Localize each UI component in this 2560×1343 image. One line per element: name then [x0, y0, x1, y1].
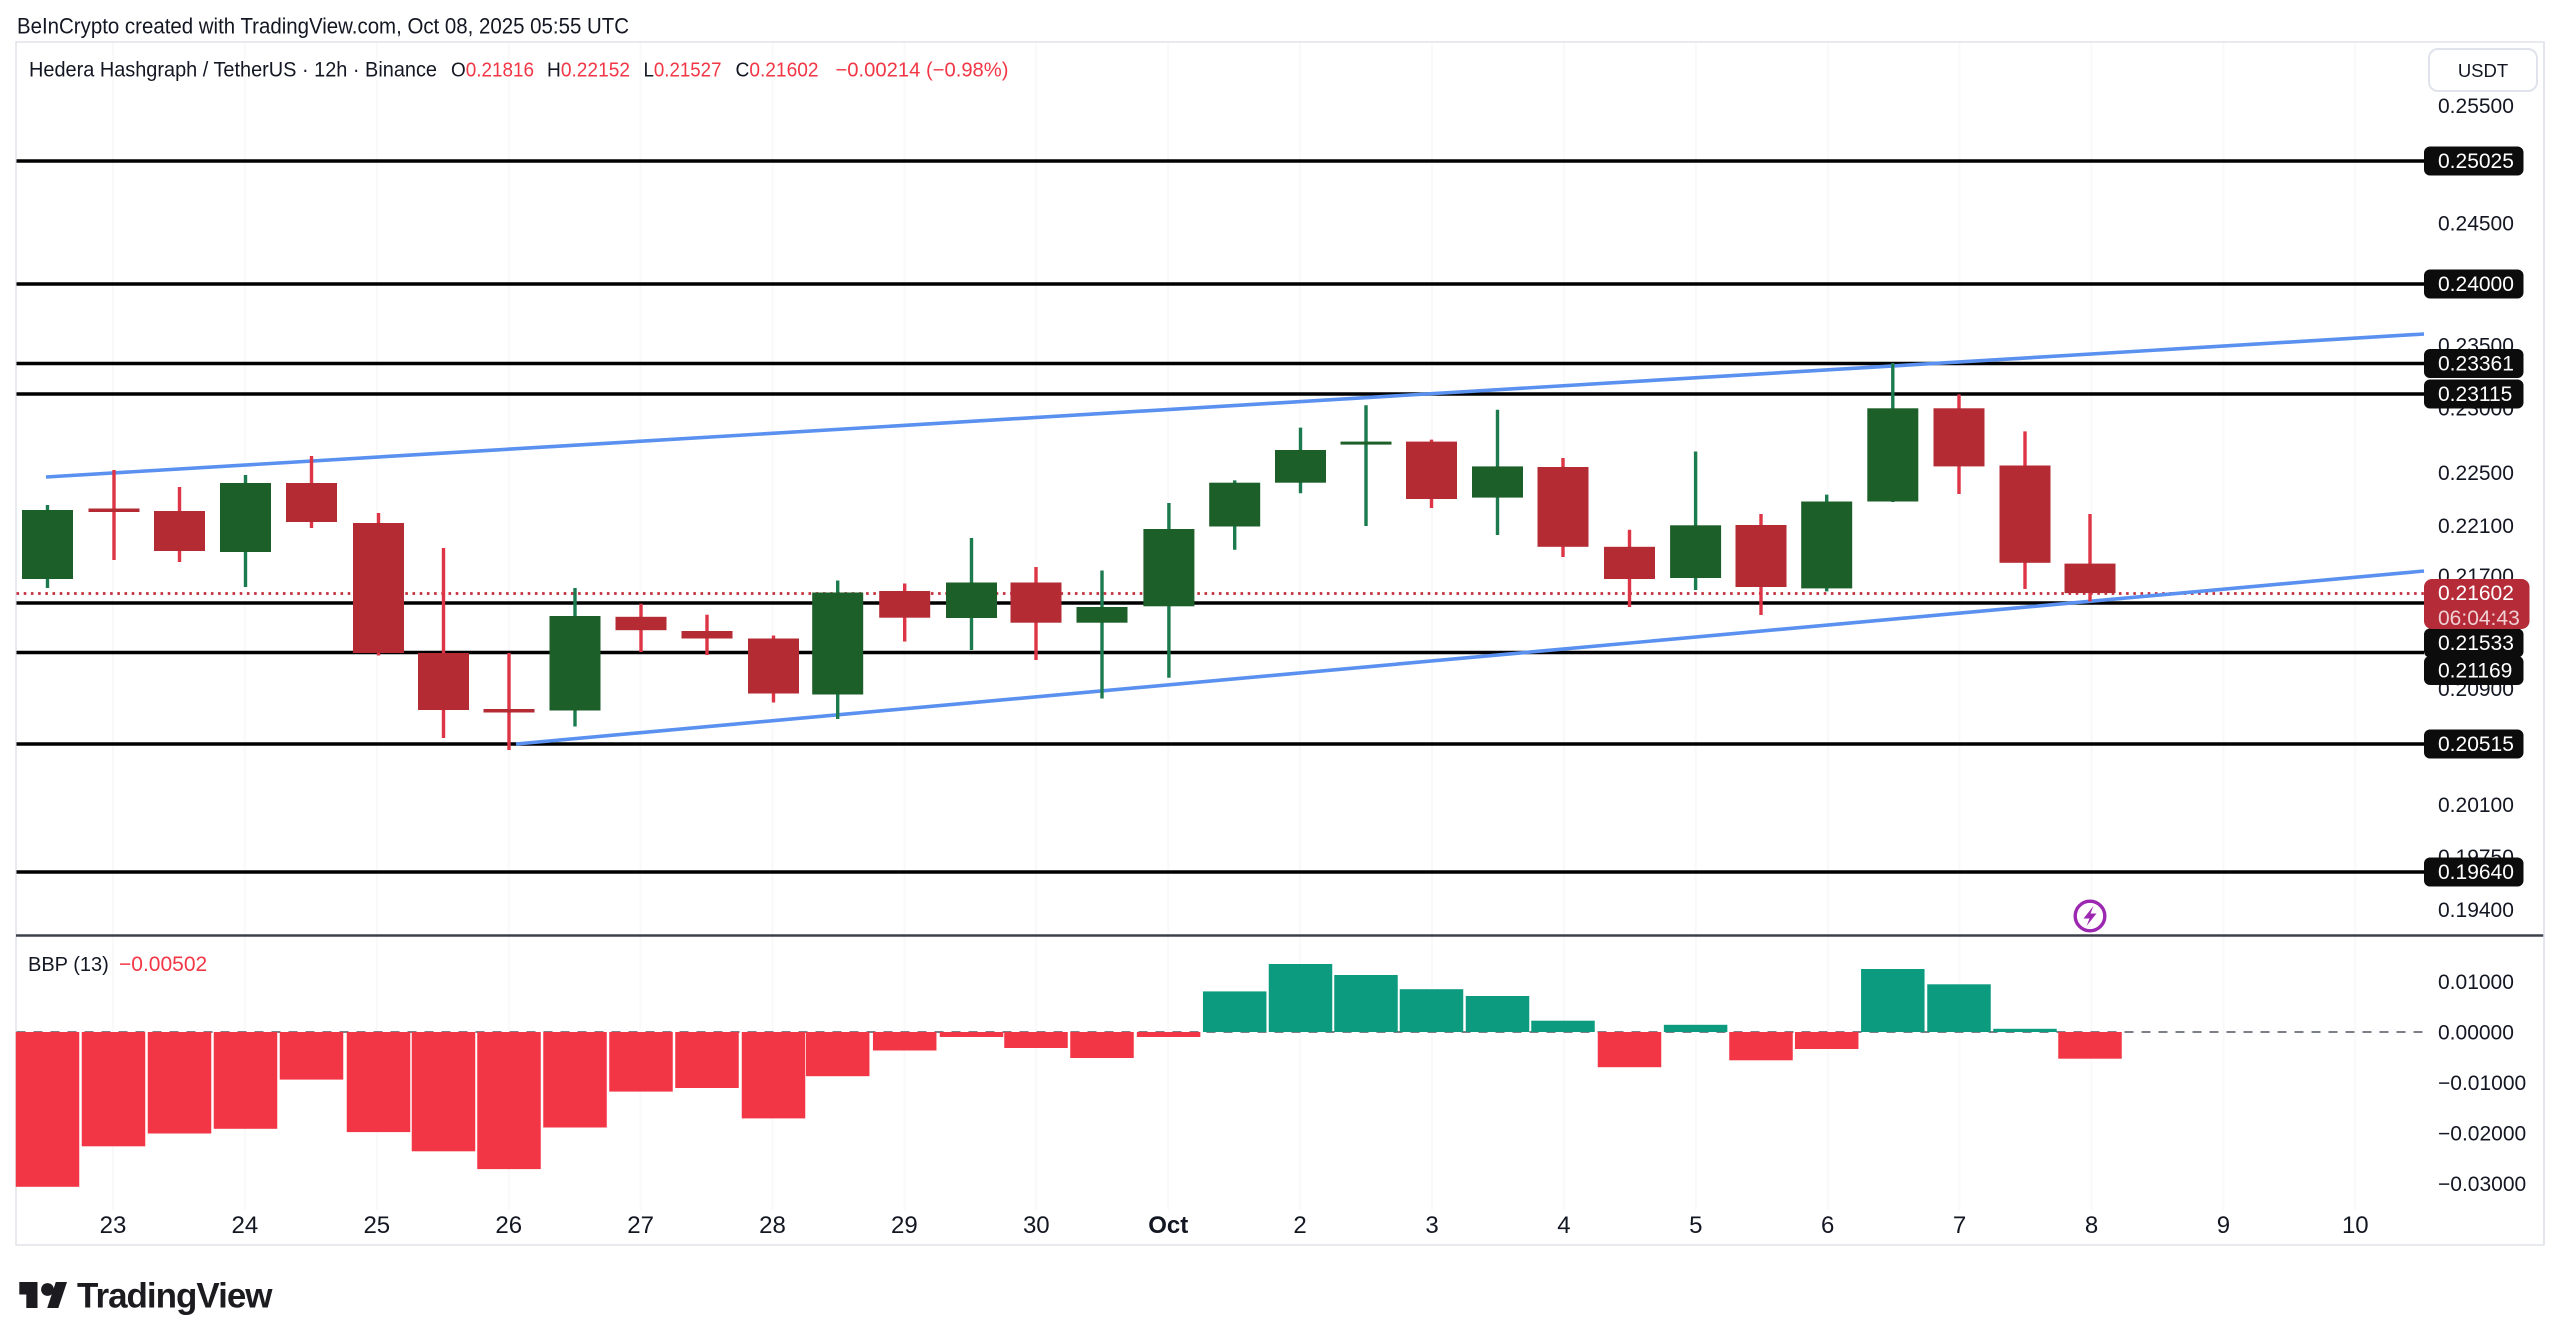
svg-text:29: 29 — [891, 1212, 918, 1239]
svg-text:0.20515: 0.20515 — [2438, 733, 2514, 756]
svg-text:10: 10 — [2342, 1212, 2369, 1239]
svg-text:0.24000: 0.24000 — [2438, 273, 2514, 296]
svg-text:9: 9 — [2217, 1212, 2230, 1239]
svg-text:0.20100: 0.20100 — [2438, 794, 2514, 817]
svg-text:0.24500: 0.24500 — [2438, 213, 2514, 236]
svg-text:TradingView: TradingView — [77, 1277, 273, 1316]
svg-text:C0.21602: C0.21602 — [736, 60, 819, 82]
svg-text:0.01000: 0.01000 — [2438, 971, 2514, 994]
svg-text:0.19400: 0.19400 — [2438, 899, 2514, 922]
svg-text:24: 24 — [232, 1212, 259, 1239]
svg-text:−0.00214 (−0.98%): −0.00214 (−0.98%) — [836, 60, 1009, 82]
svg-text:4: 4 — [1557, 1212, 1570, 1239]
svg-text:0.25025: 0.25025 — [2438, 150, 2514, 173]
svg-text:0.19640: 0.19640 — [2438, 861, 2514, 884]
svg-text:06:04:43: 06:04:43 — [2438, 607, 2520, 630]
svg-text:0.23115: 0.23115 — [2438, 383, 2512, 406]
svg-text:7: 7 — [1953, 1212, 1966, 1239]
svg-text:Hedera Hashgraph / TetherUS ·: Hedera Hashgraph / TetherUS · 12h · Bina… — [29, 59, 437, 82]
svg-text:−0.00502: −0.00502 — [119, 953, 207, 976]
svg-text:0.25500: 0.25500 — [2438, 95, 2514, 118]
svg-text:0.22500: 0.22500 — [2438, 462, 2514, 485]
svg-text:BeInCrypto created with Tradin: BeInCrypto created with TradingView.com,… — [17, 14, 629, 39]
svg-text:6: 6 — [1821, 1212, 1834, 1239]
svg-text:0.21533: 0.21533 — [2438, 632, 2514, 655]
svg-text:−0.03000: −0.03000 — [2438, 1173, 2526, 1196]
svg-text:27: 27 — [627, 1212, 654, 1239]
svg-text:L0.21527: L0.21527 — [644, 60, 722, 82]
svg-text:0.21169: 0.21169 — [2438, 660, 2512, 683]
svg-text:0.21602: 0.21602 — [2438, 582, 2514, 605]
svg-text:2: 2 — [1293, 1212, 1306, 1239]
svg-text:0.23361: 0.23361 — [2438, 353, 2514, 376]
svg-text:BBP (13): BBP (13) — [28, 954, 109, 976]
svg-text:25: 25 — [363, 1212, 390, 1239]
svg-text:0.22100: 0.22100 — [2438, 515, 2514, 538]
svg-text:USDT: USDT — [2458, 60, 2508, 81]
svg-text:−0.02000: −0.02000 — [2438, 1123, 2526, 1146]
svg-text:8: 8 — [2085, 1212, 2098, 1239]
svg-text:O0.21816: O0.21816 — [451, 60, 534, 82]
svg-text:26: 26 — [495, 1212, 522, 1239]
svg-text:30: 30 — [1023, 1212, 1050, 1239]
svg-text:23: 23 — [100, 1212, 127, 1239]
svg-text:−0.01000: −0.01000 — [2438, 1072, 2526, 1095]
svg-text:3: 3 — [1425, 1212, 1438, 1239]
svg-text:Oct: Oct — [1148, 1212, 1188, 1239]
svg-text:28: 28 — [759, 1212, 786, 1239]
svg-text:H0.22152: H0.22152 — [547, 60, 630, 82]
svg-text:0.00000: 0.00000 — [2438, 1022, 2514, 1045]
svg-text:5: 5 — [1689, 1212, 1702, 1239]
